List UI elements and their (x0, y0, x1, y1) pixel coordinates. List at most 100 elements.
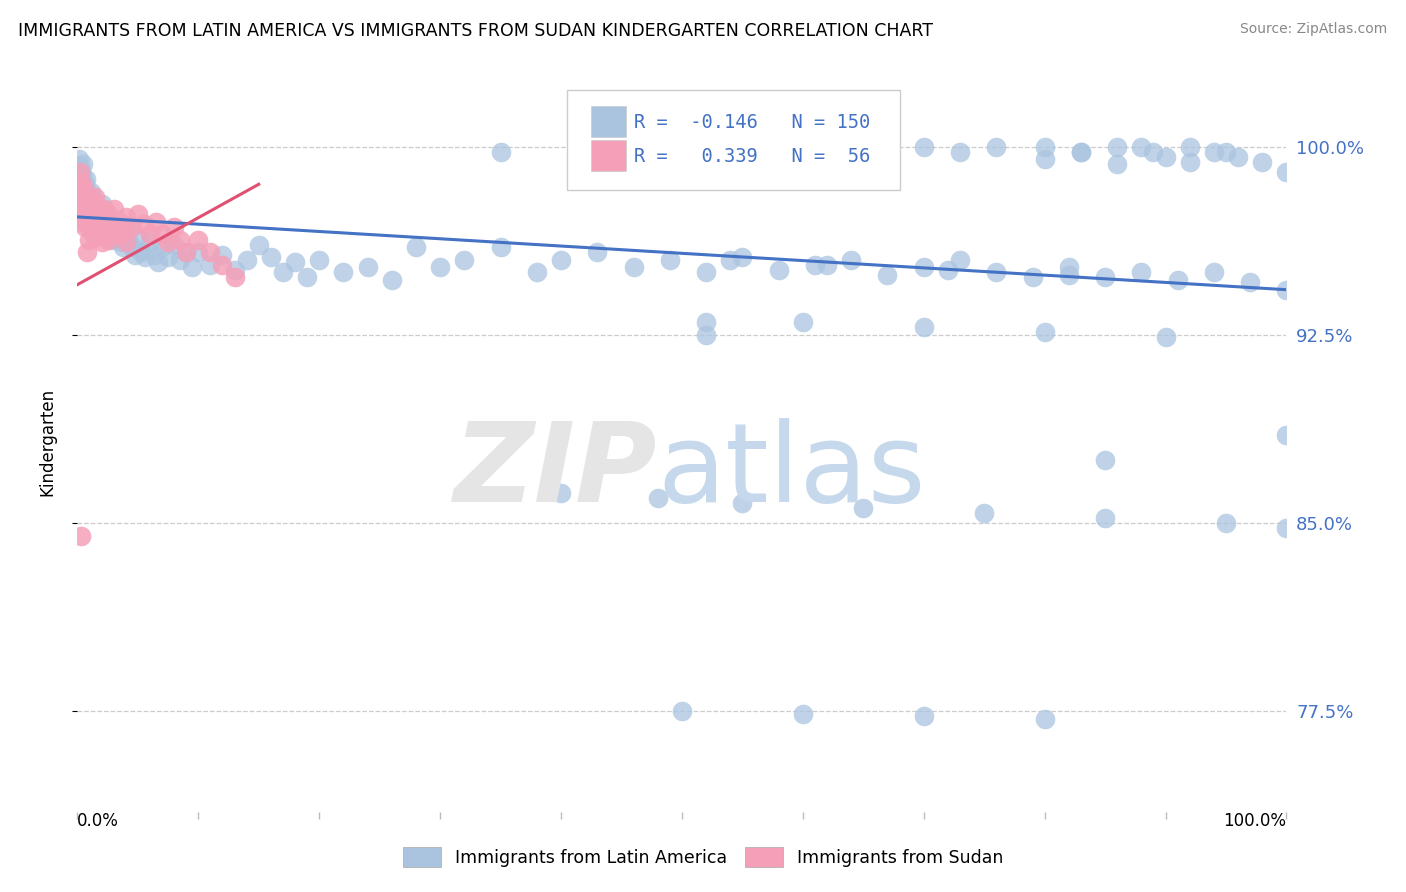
Point (332, 265, 354, 279)
Point (142, 247, 165, 261)
Point (70, 205, 93, 219)
Point (768, 262, 790, 277)
Point (973, 506, 995, 520)
FancyBboxPatch shape (592, 140, 626, 171)
Point (453, 252, 475, 267)
Point (671, 704, 693, 718)
Text: IMMIGRANTS FROM LATIN AMERICA VS IMMIGRANTS FROM SUDAN KINDERGARTEN CORRELATION : IMMIGRANTS FROM LATIN AMERICA VS IMMIGRA… (18, 22, 934, 40)
Point (949, 252, 972, 267)
Point (405, 240, 427, 254)
Legend: Immigrants from Latin America, Immigrants from Sudan: Immigrants from Latin America, Immigrant… (396, 840, 1010, 874)
Point (1107, 139, 1129, 153)
Point (1033, 712, 1056, 726)
Point (96, 207, 118, 221)
Point (80, 197, 103, 211)
Point (308, 252, 330, 267)
Point (1215, 516, 1237, 530)
Point (1275, 165, 1298, 179)
Text: 100.0%: 100.0% (1223, 812, 1286, 830)
Text: 0.0%: 0.0% (77, 812, 120, 830)
Point (76, 185, 98, 199)
Point (187, 245, 209, 260)
Point (695, 315, 717, 329)
Point (839, 252, 862, 267)
Point (96, 233, 118, 247)
Point (103, 202, 125, 217)
Point (127, 207, 149, 221)
Point (200, 245, 222, 260)
Point (100, 215, 122, 229)
Point (174, 245, 197, 260)
Point (70, 529, 93, 543)
Point (792, 315, 814, 329)
Point (121, 219, 143, 234)
Point (1215, 145, 1237, 159)
Point (75, 172, 97, 186)
Point (1070, 145, 1092, 159)
Point (77, 197, 100, 211)
Point (731, 496, 754, 510)
Point (828, 145, 851, 159)
Point (72, 185, 94, 199)
Point (224, 270, 246, 285)
Point (169, 233, 191, 247)
Point (1130, 265, 1153, 279)
Point (87, 215, 110, 229)
Point (69, 160, 91, 174)
Point (284, 255, 307, 269)
Point (67, 207, 90, 221)
Point (157, 250, 180, 264)
Point (117, 233, 139, 247)
Point (72, 157, 94, 171)
Point (70, 215, 93, 229)
Point (79, 194, 101, 209)
Point (77, 190, 100, 204)
Point (235, 252, 257, 267)
Point (200, 258, 222, 272)
Point (90, 222, 112, 236)
Point (79, 185, 101, 199)
Point (84, 219, 107, 234)
Point (69, 165, 91, 179)
Point (623, 260, 645, 274)
Point (1202, 265, 1225, 279)
Point (1057, 260, 1080, 274)
Point (82, 194, 104, 209)
Point (181, 260, 204, 274)
Point (1021, 270, 1043, 285)
Point (211, 258, 233, 272)
Point (114, 219, 136, 234)
Point (79, 219, 101, 234)
Point (73, 178, 96, 192)
Point (187, 233, 209, 247)
Point (356, 260, 378, 274)
Point (79, 210, 101, 224)
FancyBboxPatch shape (567, 90, 900, 190)
Point (114, 235, 136, 249)
Point (79, 200, 101, 214)
Point (912, 320, 935, 334)
Point (70, 175, 93, 189)
Point (108, 227, 131, 242)
Point (865, 139, 887, 153)
Point (139, 235, 162, 249)
Point (80, 207, 103, 221)
Point (76, 245, 98, 260)
Point (150, 240, 173, 254)
Point (97, 227, 120, 242)
Point (1130, 139, 1153, 153)
Point (169, 252, 191, 267)
Point (112, 222, 135, 236)
Point (93, 219, 115, 234)
Point (1094, 270, 1116, 285)
Point (148, 255, 170, 269)
Point (295, 270, 318, 285)
Point (82, 202, 104, 217)
Point (610, 139, 633, 153)
Point (89, 218, 111, 232)
Point (70, 165, 93, 179)
Point (131, 245, 153, 260)
Point (70, 182, 93, 196)
Point (103, 227, 125, 242)
Point (731, 145, 754, 159)
